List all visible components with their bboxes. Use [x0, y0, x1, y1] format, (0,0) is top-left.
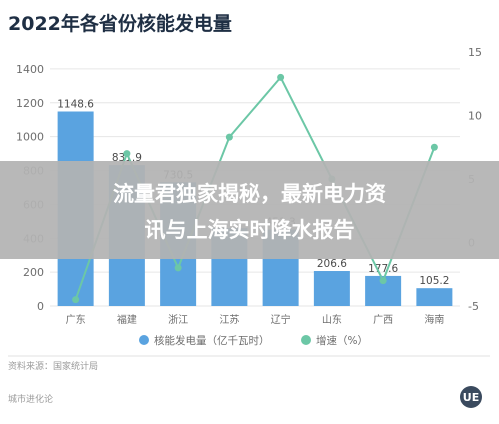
line-point	[225, 133, 233, 141]
legend-swatch-bar	[139, 335, 149, 345]
legend-label-line: 增速（%）	[316, 334, 368, 347]
y-left-tick-label: 0	[37, 300, 44, 313]
x-tick-label: 江苏	[219, 313, 239, 326]
bar	[416, 288, 453, 306]
legend: 核能发电量（亿千瓦时） 增速（%）	[139, 334, 368, 347]
bar	[313, 271, 350, 306]
bar-data-label: 1148.6	[57, 99, 94, 111]
x-tick-label: 海南	[424, 313, 444, 326]
y-right-tick-label: -5	[468, 300, 479, 313]
brand-logo: UE	[460, 386, 482, 408]
bar-data-label: 206.6	[317, 258, 347, 270]
line-point	[379, 277, 387, 285]
svg-text:UE: UE	[463, 391, 479, 404]
headline-line-2: 讯与上海实时降水报告	[145, 218, 355, 242]
y-left-tick-label: 1200	[16, 97, 44, 110]
y-left-tick-label: 1400	[16, 63, 44, 76]
x-tick-label: 广西	[373, 314, 393, 326]
x-tick-label: 福建	[117, 313, 137, 326]
x-axis-labels: 广东 福建 浙江 江苏 辽宁 山东 广西 海南	[66, 313, 445, 326]
x-tick-label: 浙江	[168, 314, 188, 326]
line-point	[72, 296, 80, 304]
bar-data-label: 177.6	[368, 263, 398, 275]
y-right-tick-label: 10	[468, 110, 482, 123]
x-tick-label: 山东	[322, 313, 342, 326]
y-right-tick-label: 15	[468, 46, 482, 59]
y-left-tick-label: 200	[23, 266, 44, 279]
line-point	[123, 150, 131, 158]
line-point	[430, 143, 438, 151]
headline-banner	[0, 161, 499, 259]
line-point	[174, 264, 182, 272]
source-note: 资料来源：国家统计局	[8, 360, 98, 372]
x-tick-label: 广东	[66, 313, 86, 326]
brand-name: 城市进化论	[8, 393, 53, 405]
bar-data-label: 105.2	[419, 275, 449, 287]
chart-title: 2022年各省份核能发电量	[8, 12, 232, 35]
legend-swatch-line	[301, 335, 311, 345]
legend-label-bar: 核能发电量（亿千瓦时）	[154, 334, 270, 347]
y-left-tick-label: 1000	[16, 131, 44, 144]
headline-line-1: 流量君独家揭秘，最新电力资	[113, 182, 386, 206]
x-tick-label: 辽宁	[271, 313, 291, 326]
line-point	[277, 73, 285, 81]
